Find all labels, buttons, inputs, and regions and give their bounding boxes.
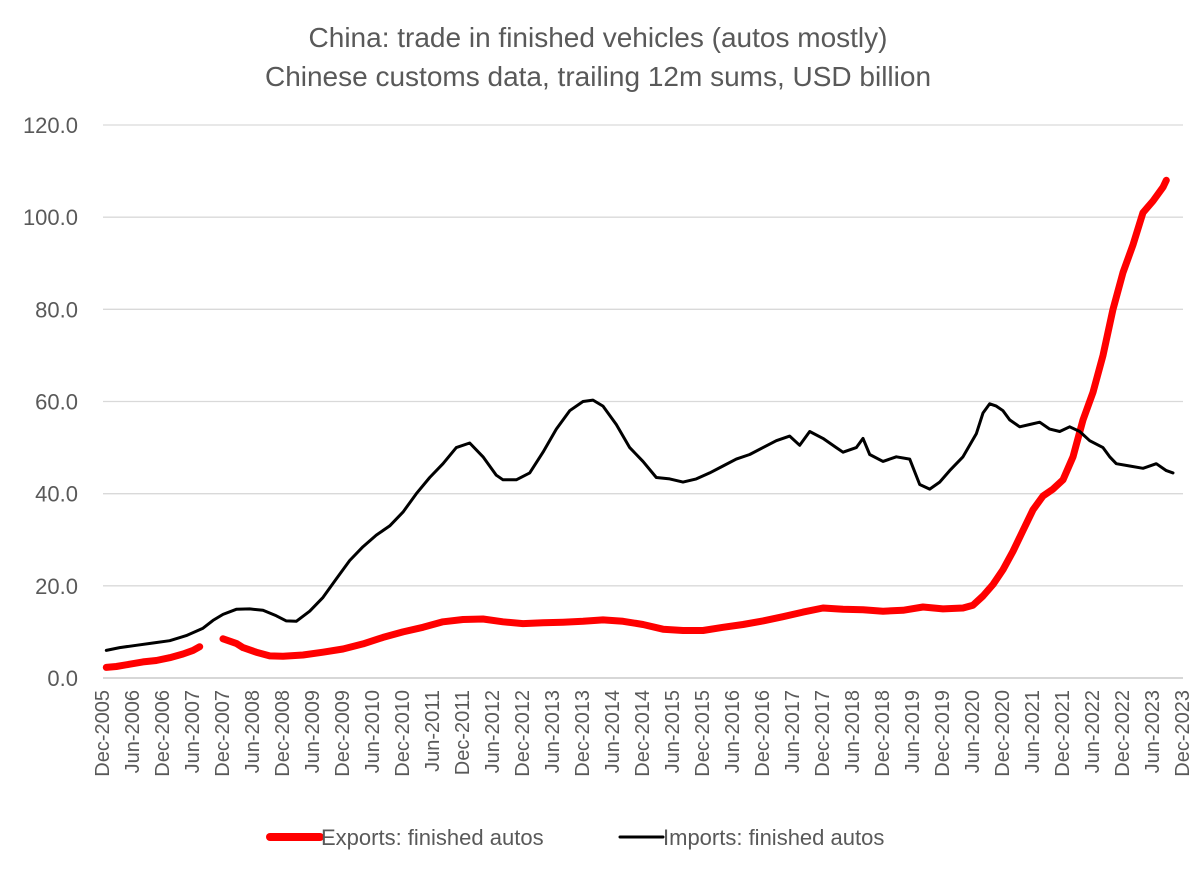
chart-title: China: trade in finished vehicles (autos… — [309, 22, 888, 53]
x-tick-label: Dec-2015 — [692, 690, 714, 777]
x-tick-label: Dec-2023 — [1172, 690, 1194, 777]
x-tick-label: Jun-2022 — [1082, 690, 1104, 773]
x-tick-label: Jun-2008 — [242, 690, 264, 773]
x-tick-label: Dec-2016 — [752, 690, 774, 777]
legend-label-imports: Imports: finished autos — [663, 825, 884, 850]
x-tick-label: Jun-2021 — [1022, 690, 1044, 773]
y-tick-label: 40.0 — [35, 482, 78, 507]
y-tick-label: 60.0 — [35, 390, 78, 415]
x-tick-label: Dec-2005 — [92, 690, 114, 777]
x-tick-label: Dec-2010 — [392, 690, 414, 777]
x-tick-label: Jun-2009 — [302, 690, 324, 773]
series-line-imports — [104, 398, 1175, 652]
x-tick-label: Jun-2023 — [1142, 690, 1164, 773]
x-tick-label: Jun-2017 — [782, 690, 804, 773]
series-line-exports — [102, 643, 204, 671]
x-tick-label: Dec-2019 — [932, 690, 954, 777]
x-tick-label: Dec-2008 — [272, 690, 294, 777]
y-tick-label: 20.0 — [35, 574, 78, 599]
x-tick-label: Dec-2007 — [212, 690, 234, 777]
x-tick-label: Jun-2016 — [722, 690, 744, 773]
y-tick-label: 100.0 — [23, 205, 78, 230]
x-tick-label: Dec-2018 — [872, 690, 894, 777]
y-axis-ticks: 0.0 20.0 40.0 60.0 80.0 100.0 120.0 — [23, 113, 78, 691]
x-tick-label: Jun-2007 — [182, 690, 204, 773]
x-tick-label: Jun-2013 — [542, 690, 564, 773]
x-tick-label: Jun-2010 — [362, 690, 384, 773]
gridlines — [103, 124, 1183, 679]
series-line-exports — [219, 176, 1170, 660]
legend: Exports: finished autos Imports: finishe… — [266, 825, 884, 850]
x-tick-label: Dec-2017 — [812, 690, 834, 777]
x-tick-label: Dec-2022 — [1112, 690, 1134, 777]
x-tick-label: Jun-2019 — [902, 690, 924, 773]
chart-subtitle: Chinese customs data, trailing 12m sums,… — [265, 61, 931, 92]
x-tick-label: Dec-2011 — [452, 690, 474, 775]
x-tick-label: Jun-2011 — [422, 690, 444, 772]
x-tick-label: Dec-2020 — [992, 690, 1014, 777]
legend-label-exports: Exports: finished autos — [321, 825, 544, 850]
x-tick-label: Jun-2012 — [482, 690, 504, 773]
x-tick-label: Dec-2013 — [572, 690, 594, 777]
x-tick-label: Dec-2009 — [332, 690, 354, 777]
x-tick-label: Dec-2014 — [632, 690, 654, 777]
x-tick-label: Jun-2006 — [122, 690, 144, 773]
y-tick-label: 80.0 — [35, 297, 78, 322]
x-tick-label: Dec-2006 — [152, 690, 174, 777]
x-tick-label: Jun-2018 — [842, 690, 864, 773]
x-tick-label: Jun-2020 — [962, 690, 984, 773]
x-tick-label: Dec-2021 — [1052, 690, 1074, 777]
y-tick-label: 0.0 — [47, 666, 78, 691]
y-tick-label: 120.0 — [23, 113, 78, 138]
x-axis-ticks: Dec-2005 Jun-2006 Dec-2006 Jun-2007 Dec-2007… — [92, 690, 1194, 777]
series-lines — [102, 176, 1175, 671]
x-tick-label: Dec-2012 — [512, 690, 534, 777]
x-tick-label: Jun-2015 — [662, 690, 684, 773]
x-tick-label: Jun-2014 — [602, 690, 624, 773]
